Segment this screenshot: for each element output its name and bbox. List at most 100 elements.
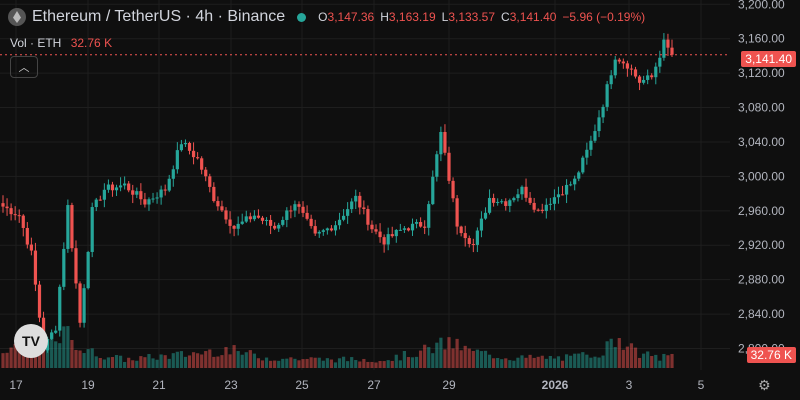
x-tick-label: 21 bbox=[152, 378, 166, 392]
ohlc-key: O bbox=[318, 10, 328, 24]
chart-title[interactable]: Ethereum / TetherUS · 4h · Binance bbox=[32, 8, 286, 25]
candle-body bbox=[90, 207, 94, 252]
volume-bar bbox=[556, 356, 561, 368]
candle-body bbox=[167, 178, 171, 191]
candle-body bbox=[21, 215, 25, 228]
ohlc-item: C3,141.40 bbox=[501, 10, 556, 24]
candle-body bbox=[544, 204, 548, 211]
candle-body bbox=[191, 150, 196, 158]
candle-body bbox=[532, 202, 536, 210]
candle-body bbox=[329, 228, 334, 231]
volume-bar bbox=[175, 351, 179, 368]
volume-bar bbox=[110, 357, 115, 368]
volume-bar bbox=[196, 353, 200, 368]
ethereum-icon bbox=[8, 8, 26, 26]
ohlc-value: 3,147.36 bbox=[327, 10, 375, 24]
candle-body bbox=[633, 69, 638, 77]
candle-body bbox=[277, 224, 281, 229]
volume-bar bbox=[536, 356, 540, 368]
candle-body bbox=[1, 203, 5, 207]
candle-body bbox=[321, 230, 325, 232]
volume-bar bbox=[346, 361, 350, 368]
volume-label[interactable]: Vol · ETH bbox=[10, 36, 62, 50]
volume-bar bbox=[123, 361, 127, 368]
volume-bar bbox=[362, 358, 366, 368]
volume-bar bbox=[552, 358, 557, 368]
candle-body bbox=[179, 144, 183, 151]
candle-body bbox=[662, 39, 666, 58]
volume-bar bbox=[487, 354, 492, 368]
candle-body bbox=[390, 234, 394, 237]
candle-body bbox=[471, 243, 475, 245]
volume-bar bbox=[5, 352, 9, 368]
candle-body bbox=[29, 244, 33, 251]
ohlc-value: 3,141.40 bbox=[509, 10, 557, 24]
candle-body bbox=[70, 205, 74, 249]
candle-body bbox=[86, 251, 90, 289]
candle-body bbox=[98, 199, 102, 201]
candle-body bbox=[512, 198, 516, 201]
candle-body bbox=[528, 197, 532, 203]
candle-body bbox=[240, 221, 244, 224]
candle-body bbox=[354, 195, 358, 202]
x-tick-label: 27 bbox=[367, 378, 381, 392]
candle-body bbox=[273, 225, 277, 229]
volume-bar bbox=[374, 362, 378, 368]
candle-body bbox=[37, 284, 42, 318]
candle-body bbox=[212, 186, 216, 202]
volume-bar bbox=[70, 339, 74, 368]
chart-header: Ethereum / TetherUS · 4h · Binance O3,14… bbox=[8, 8, 645, 26]
candle-body bbox=[248, 216, 252, 220]
volume-bar bbox=[163, 355, 167, 368]
volume-bar bbox=[597, 357, 601, 368]
volume-bar bbox=[585, 354, 589, 368]
candle-body bbox=[500, 201, 504, 203]
candle-body bbox=[252, 215, 256, 220]
candle-body bbox=[228, 219, 232, 226]
candle-body bbox=[183, 142, 188, 145]
volume-bar bbox=[252, 353, 256, 368]
candle-body bbox=[516, 194, 520, 199]
candle-body bbox=[131, 190, 135, 195]
volume-bar bbox=[625, 346, 629, 368]
candle-body bbox=[66, 205, 70, 249]
candle-body bbox=[556, 194, 561, 198]
candle-body bbox=[175, 150, 179, 170]
candle-body bbox=[317, 231, 321, 234]
volume-value: 32.76 K bbox=[70, 36, 113, 50]
tradingview-logo-icon[interactable]: TV bbox=[14, 324, 48, 358]
candle-body bbox=[552, 197, 557, 204]
volume-bar bbox=[621, 349, 625, 368]
candle-body bbox=[309, 218, 313, 227]
volume-bar bbox=[66, 326, 70, 368]
volume-bar bbox=[524, 357, 528, 368]
volume-bar bbox=[443, 349, 447, 368]
volume-bar bbox=[139, 356, 143, 368]
candle-body bbox=[370, 224, 374, 230]
candle-body bbox=[560, 194, 565, 196]
grid-lines bbox=[0, 0, 730, 370]
x-tick-label: 19 bbox=[81, 378, 95, 392]
volume-bar bbox=[500, 359, 504, 368]
candle-body bbox=[333, 225, 338, 231]
volume-bar bbox=[609, 338, 613, 368]
y-tick-label: 3,120.00 bbox=[738, 66, 785, 80]
candle-body bbox=[414, 222, 419, 224]
gear-icon[interactable]: ⚙ bbox=[758, 377, 771, 393]
candle-body bbox=[593, 131, 597, 141]
volume-bar bbox=[200, 354, 204, 368]
candle-body bbox=[496, 201, 500, 203]
volume-bar bbox=[548, 355, 552, 368]
ohlc-key: C bbox=[501, 10, 510, 24]
candle-body bbox=[581, 157, 585, 173]
volume-bar bbox=[240, 354, 244, 368]
volume-bar bbox=[463, 345, 467, 368]
candle-body bbox=[62, 248, 66, 287]
collapse-button[interactable]: ︿ bbox=[10, 56, 38, 78]
volume-bar bbox=[560, 360, 565, 368]
x-tick-label: 2026 bbox=[542, 378, 569, 392]
candle-body bbox=[423, 226, 427, 228]
volume-bar bbox=[593, 356, 597, 368]
volume-bar bbox=[382, 361, 386, 368]
